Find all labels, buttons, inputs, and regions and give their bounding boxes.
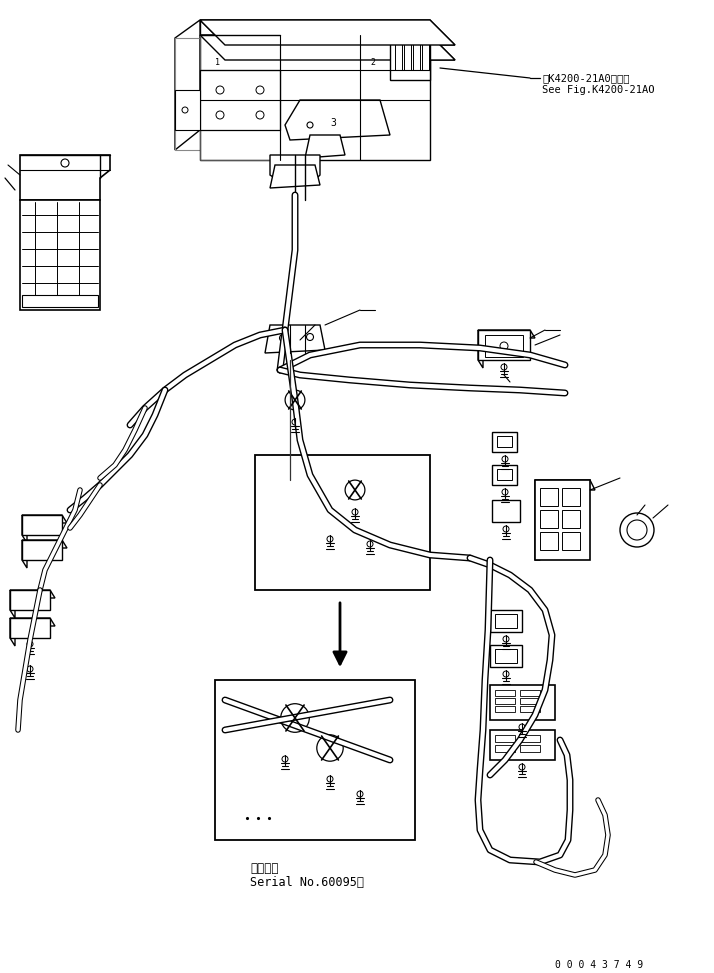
Polygon shape [270, 165, 320, 188]
Polygon shape [390, 35, 430, 80]
Bar [520, 690, 540, 696]
Bar [490, 645, 522, 667]
Bar [485, 335, 523, 357]
Polygon shape [200, 20, 430, 35]
Polygon shape [478, 330, 483, 368]
Polygon shape [478, 330, 530, 360]
Polygon shape [175, 20, 200, 150]
Text: 1: 1 [215, 58, 220, 67]
Bar [413, 40, 420, 70]
Bar [520, 735, 540, 742]
Bar [520, 706, 540, 712]
Text: 0 0 0 4 3 7 4 9: 0 0 0 4 3 7 4 9 [555, 960, 643, 970]
Bar [492, 432, 517, 452]
Text: 3: 3 [330, 118, 336, 128]
Bar [540, 532, 558, 550]
Text: 第K4200-21A0図参照: 第K4200-21A0図参照 [542, 73, 630, 83]
Polygon shape [535, 480, 595, 490]
Polygon shape [175, 90, 200, 130]
Text: 2: 2 [370, 58, 375, 67]
Polygon shape [10, 590, 55, 598]
Polygon shape [22, 515, 67, 523]
Bar [497, 436, 512, 447]
Polygon shape [200, 35, 455, 60]
Bar [22, 295, 98, 307]
Polygon shape [22, 540, 67, 548]
Polygon shape [22, 515, 27, 543]
Polygon shape [200, 20, 455, 45]
Polygon shape [390, 35, 455, 60]
Bar [255, 455, 430, 590]
Polygon shape [270, 155, 320, 185]
Bar [495, 649, 517, 663]
Bar [562, 510, 580, 528]
Polygon shape [265, 325, 325, 353]
Bar [495, 745, 515, 752]
Polygon shape [10, 618, 50, 638]
Bar [490, 610, 522, 632]
Bar [492, 500, 520, 522]
Bar [495, 735, 515, 742]
Polygon shape [535, 480, 540, 560]
Bar [540, 510, 558, 528]
Bar [495, 698, 515, 704]
Polygon shape [200, 35, 430, 160]
Polygon shape [478, 330, 535, 338]
Polygon shape [535, 480, 590, 560]
Bar [497, 469, 512, 480]
Bar [495, 706, 515, 712]
Bar [562, 488, 580, 506]
Bar [520, 698, 540, 704]
Polygon shape [200, 20, 455, 45]
Bar [520, 745, 540, 752]
Bar [215, 680, 415, 840]
Polygon shape [10, 590, 50, 610]
Text: See Fig.K4200-21AO: See Fig.K4200-21AO [542, 85, 655, 95]
Polygon shape [20, 155, 110, 200]
Bar [495, 690, 515, 696]
Polygon shape [20, 200, 100, 310]
Text: 適用号機: 適用号機 [250, 862, 278, 875]
Bar [492, 465, 517, 485]
Polygon shape [200, 70, 280, 130]
Polygon shape [22, 540, 62, 560]
Bar [490, 685, 555, 720]
Bar [562, 532, 580, 550]
Polygon shape [22, 515, 62, 535]
Polygon shape [10, 590, 15, 618]
Bar [490, 730, 555, 760]
Polygon shape [10, 618, 15, 646]
Polygon shape [305, 135, 345, 158]
Bar [395, 40, 402, 70]
Bar [495, 614, 517, 628]
Polygon shape [285, 100, 390, 140]
Text: Serial No.60095～: Serial No.60095～ [250, 876, 364, 889]
Bar [422, 40, 429, 70]
Bar [540, 488, 558, 506]
Polygon shape [22, 540, 27, 568]
Polygon shape [10, 618, 55, 626]
Bar [404, 40, 411, 70]
